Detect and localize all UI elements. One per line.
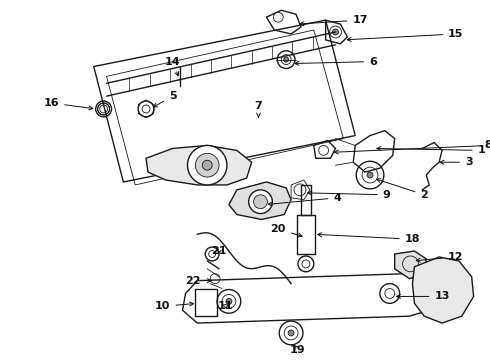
Circle shape [188, 145, 227, 185]
Text: 13: 13 [396, 292, 450, 301]
Circle shape [202, 160, 212, 170]
Text: 6: 6 [295, 57, 377, 67]
Circle shape [284, 57, 289, 62]
Text: 22: 22 [185, 276, 211, 285]
Text: 1: 1 [377, 145, 486, 156]
Polygon shape [394, 251, 426, 279]
Text: 15: 15 [347, 29, 464, 41]
Text: 8: 8 [334, 140, 490, 154]
Text: 11: 11 [217, 301, 233, 311]
Circle shape [226, 298, 232, 304]
Text: 21: 21 [211, 246, 227, 256]
Text: 9: 9 [308, 190, 391, 200]
Circle shape [254, 195, 268, 208]
Text: 10: 10 [155, 301, 194, 311]
Circle shape [288, 330, 294, 336]
Circle shape [248, 190, 272, 213]
Circle shape [196, 153, 219, 177]
Polygon shape [413, 257, 474, 323]
Polygon shape [229, 182, 291, 220]
Text: 3: 3 [440, 157, 472, 167]
Polygon shape [146, 145, 252, 185]
Text: 19: 19 [290, 345, 306, 355]
Text: 5: 5 [153, 91, 176, 107]
Text: 4: 4 [269, 193, 342, 206]
Text: 17: 17 [300, 15, 368, 26]
Text: 20: 20 [270, 224, 302, 237]
Text: 12: 12 [416, 252, 464, 262]
Text: 18: 18 [318, 233, 420, 244]
Circle shape [367, 172, 373, 178]
Circle shape [333, 29, 339, 35]
Text: 16: 16 [44, 98, 93, 110]
Text: 14: 14 [165, 57, 180, 76]
Text: 7: 7 [255, 101, 263, 117]
Text: 2: 2 [377, 179, 428, 200]
